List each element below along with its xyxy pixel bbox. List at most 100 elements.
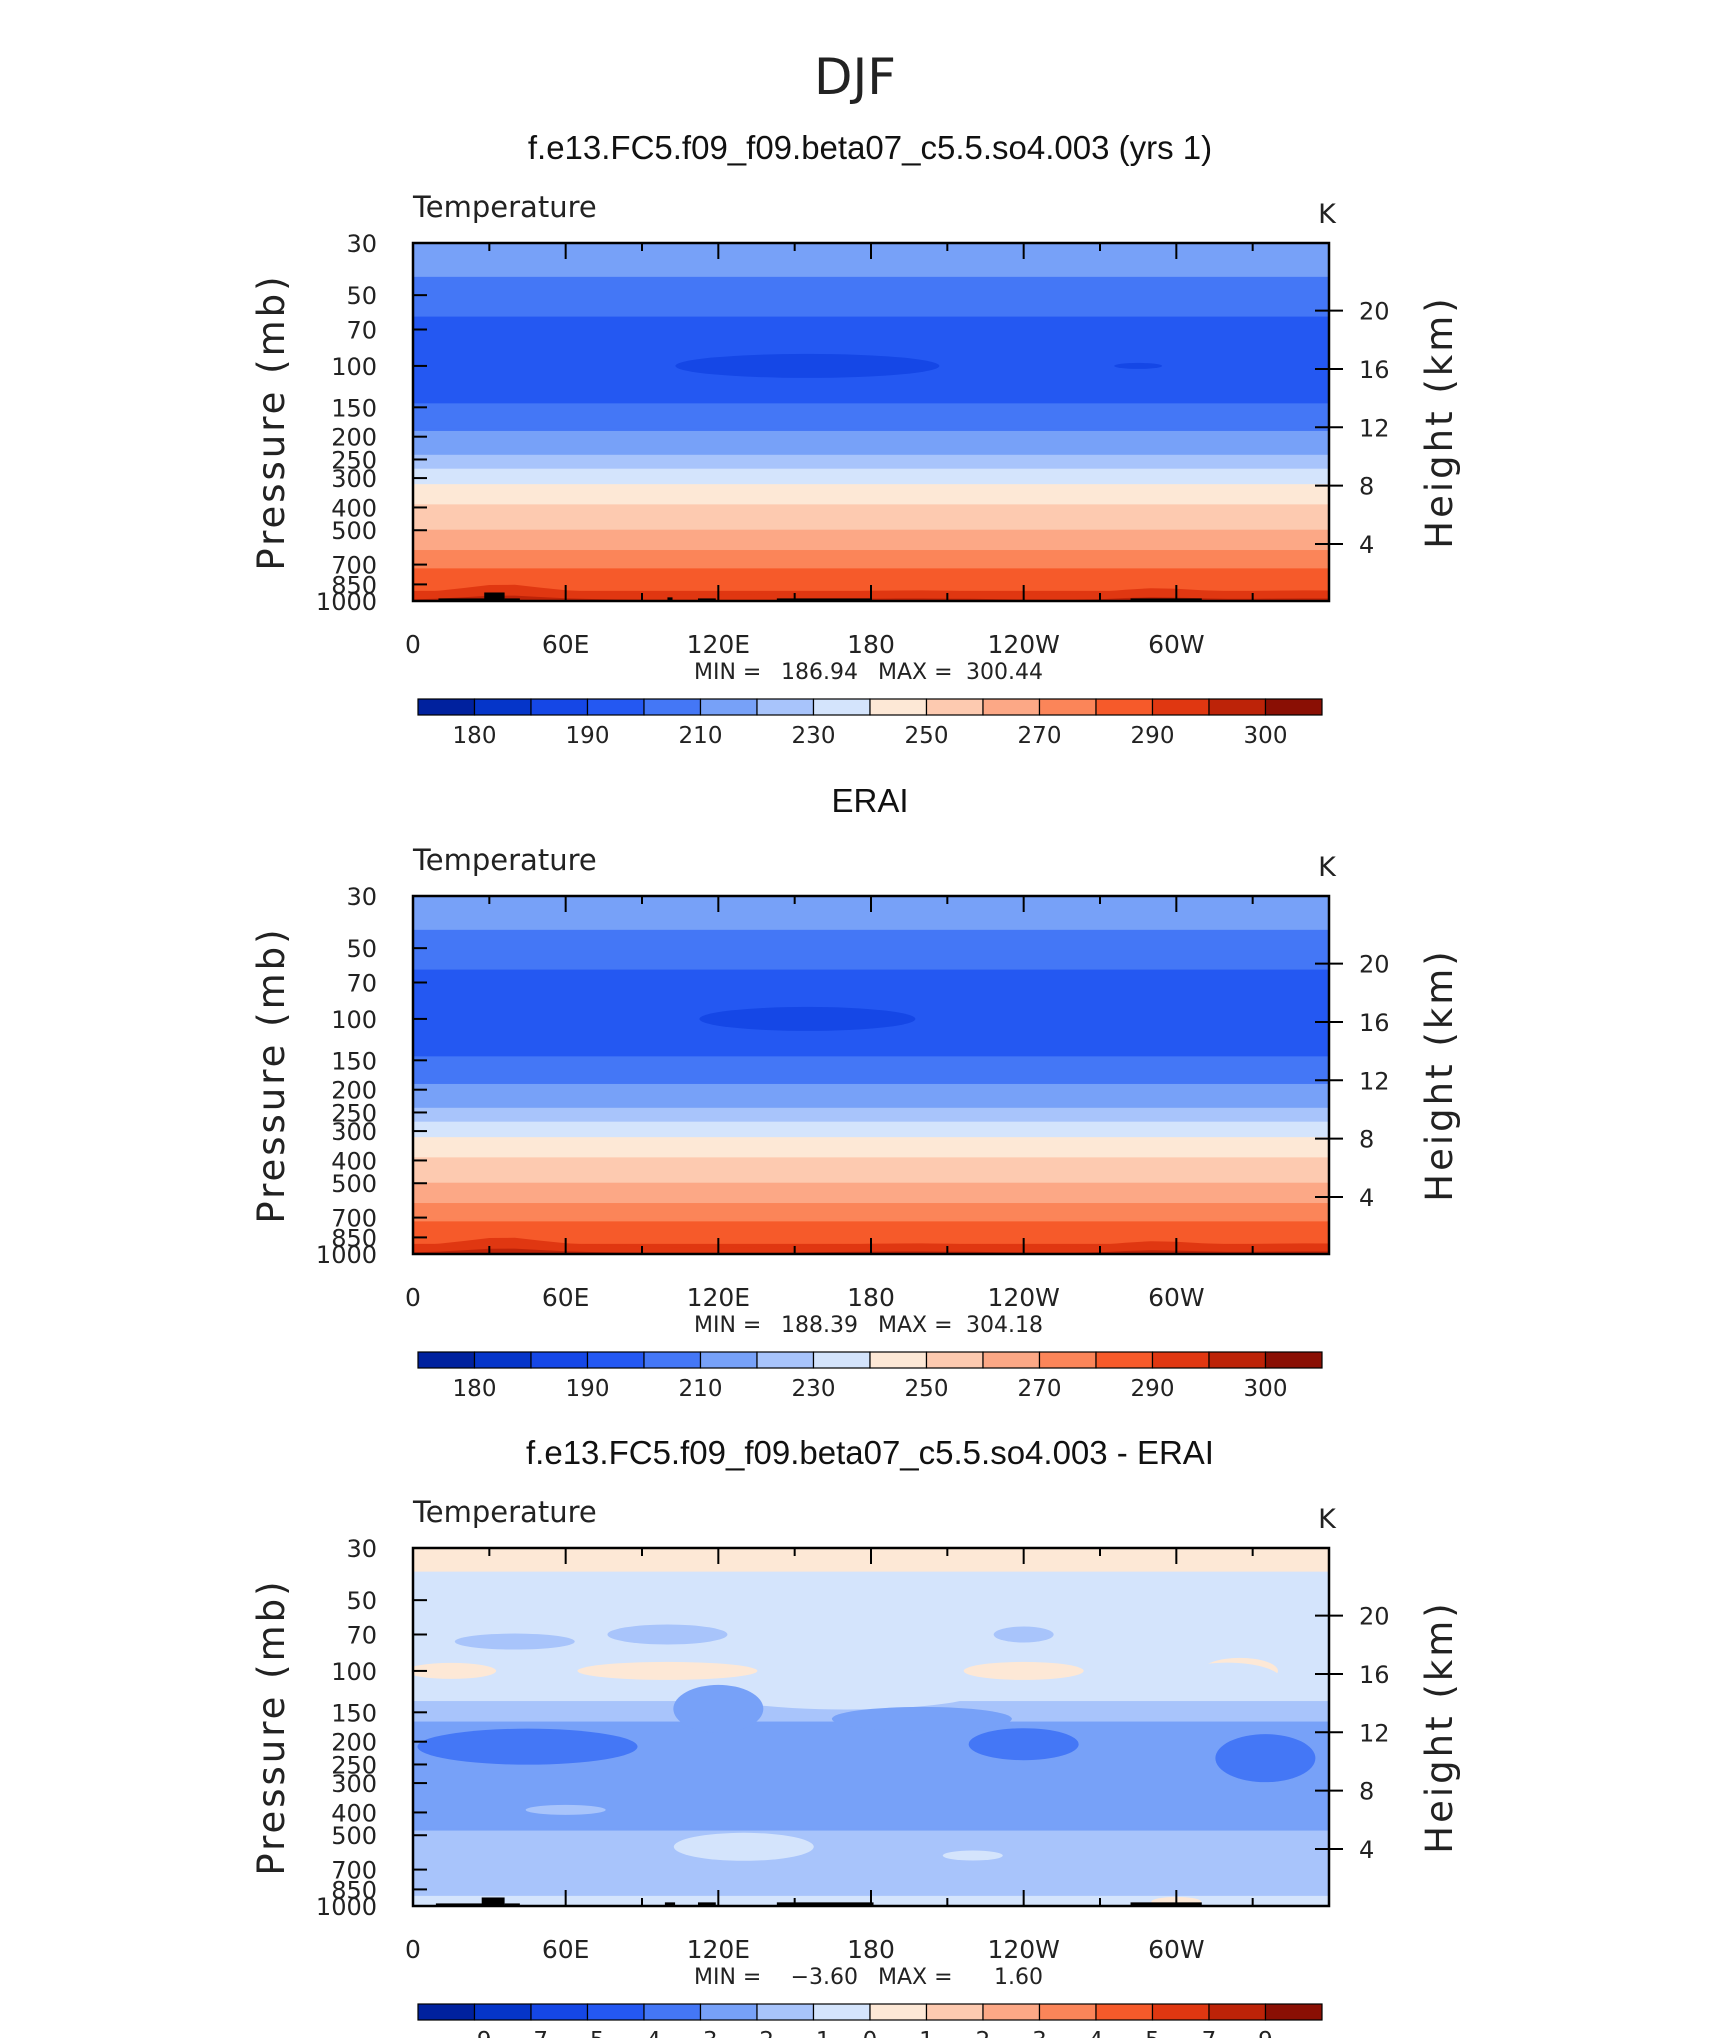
colorbar-label: 5	[1145, 2028, 1160, 2038]
unit-label: K	[1318, 852, 1337, 883]
pressure-tick-label: 50	[346, 1587, 377, 1615]
max-value: 304.18	[966, 1313, 1043, 1338]
colorbar-label: −3	[684, 2028, 718, 2038]
topography	[1130, 1902, 1202, 1906]
pressure-tick-label: 50	[346, 935, 377, 963]
contour-band	[413, 399, 1329, 405]
pressure-tick-label: 300	[331, 465, 377, 493]
colorbar-label: 7	[1202, 2028, 1217, 2038]
colorbar-swatch	[1151, 1351, 1210, 1369]
colorbar-label: −4	[627, 2028, 661, 2038]
left-axis-title: Pressure (mb)	[250, 1578, 293, 1875]
contour-band	[413, 1137, 1329, 1156]
height-tick-label: 4	[1359, 1184, 1374, 1212]
contour-band	[413, 1201, 1329, 1205]
contour-band	[413, 1119, 1329, 1123]
left-string: Temperature	[412, 843, 597, 877]
contour-band	[413, 1107, 1329, 1121]
contour-band	[413, 484, 1329, 503]
contour-band	[413, 1081, 1329, 1085]
colorbar-swatch	[869, 2003, 928, 2021]
pressure-tick-label: 850	[331, 1224, 377, 1252]
pressure-tick-label: 70	[346, 1622, 377, 1650]
colorbar-swatch	[1208, 2003, 1267, 2021]
lon-tick-label: 0	[405, 630, 421, 659]
min-label: MIN =	[694, 1965, 761, 1990]
colorbar-swatch	[1264, 698, 1323, 716]
contour-band	[413, 1056, 1329, 1083]
height-tick-label: 12	[1359, 1719, 1390, 1747]
contour-band	[413, 1203, 1329, 1221]
contour-patch	[525, 1804, 606, 1815]
pressure-tick-label: 100	[331, 1658, 377, 1686]
right-axis-title: Height (km)	[1418, 1600, 1461, 1853]
contour-band	[413, 466, 1329, 470]
pressure-tick-label: 300	[331, 1118, 377, 1146]
contour-band	[413, 929, 1329, 968]
colorbar-label: 0	[863, 2028, 878, 2038]
topography	[664, 1902, 676, 1906]
height-tick-label: 4	[1359, 531, 1374, 559]
pressure-tick-label: 70	[346, 970, 377, 998]
min-label: MIN =	[694, 660, 761, 685]
contour-band	[413, 1154, 1329, 1159]
contour-patch	[993, 1626, 1054, 1643]
contour-band	[413, 1052, 1329, 1058]
colorbar-label: −7	[514, 2028, 548, 2038]
colorbar-label: 230	[792, 1376, 836, 1402]
topography	[697, 1902, 716, 1906]
colorbar-label: 300	[1244, 1376, 1288, 1402]
colorbar-swatch	[473, 1351, 532, 1369]
lon-tick-label: 60W	[1148, 630, 1205, 659]
colorbar-swatch	[1264, 2003, 1323, 2021]
contour-patch	[968, 1728, 1079, 1761]
colorbar-swatch	[643, 698, 702, 716]
contour-band	[413, 1157, 1329, 1182]
colorbar-label: 210	[679, 723, 723, 749]
contour-patch	[454, 1633, 575, 1650]
contour-band	[413, 403, 1329, 430]
colorbar-label: −1	[797, 2028, 831, 2038]
colorbar-label: 4	[1089, 2028, 1104, 2038]
contour-band	[413, 501, 1329, 506]
pressure-tick-label: 250	[331, 1751, 377, 1779]
colorbar-swatch	[1095, 1351, 1154, 1369]
pressure-tick-label: 400	[331, 1147, 377, 1175]
colorbar-swatch	[586, 1351, 645, 1369]
contour-band	[413, 428, 1329, 432]
contour-band	[413, 454, 1329, 468]
contour-patch	[607, 1624, 728, 1645]
colorbar-label: 180	[453, 1376, 497, 1402]
pressure-tick-label: 200	[331, 1729, 377, 1757]
contour-band	[413, 527, 1329, 531]
cold-core	[1114, 362, 1163, 369]
lon-tick-label: 60W	[1148, 1935, 1205, 1964]
contour-band	[413, 1828, 1329, 1832]
contour-patch	[831, 1706, 1012, 1731]
min-value: 186.94	[781, 660, 858, 685]
left-string: Temperature	[412, 1495, 597, 1529]
contour-patch	[1172, 1662, 1283, 1699]
colorbar-label: 2	[976, 2028, 991, 2038]
colorbar-swatch	[925, 698, 984, 716]
max-label: MAX =	[878, 1965, 953, 1990]
contour-patch	[577, 1661, 758, 1680]
topography	[481, 1897, 505, 1906]
contour-band	[413, 1121, 1329, 1135]
pressure-tick-label: 250	[331, 1099, 377, 1127]
colorbar-swatch	[1095, 698, 1154, 716]
colorbar-swatch	[756, 698, 815, 716]
colorbar-label: 1	[919, 2028, 934, 2038]
left-string: Temperature	[412, 190, 597, 224]
topography	[435, 1903, 490, 1906]
colorbar-label: 230	[792, 723, 836, 749]
lon-tick-label: 180	[847, 1283, 895, 1312]
topography	[776, 598, 871, 601]
colorbar-swatch	[982, 698, 1041, 716]
colorbar-swatch	[756, 2003, 815, 2021]
colorbar-swatch	[530, 698, 589, 716]
colorbar-swatch	[1151, 2003, 1210, 2021]
left-axis-title: Pressure (mb)	[250, 926, 293, 1223]
max-label: MAX =	[878, 660, 953, 685]
lon-tick-label: 120E	[687, 630, 751, 659]
